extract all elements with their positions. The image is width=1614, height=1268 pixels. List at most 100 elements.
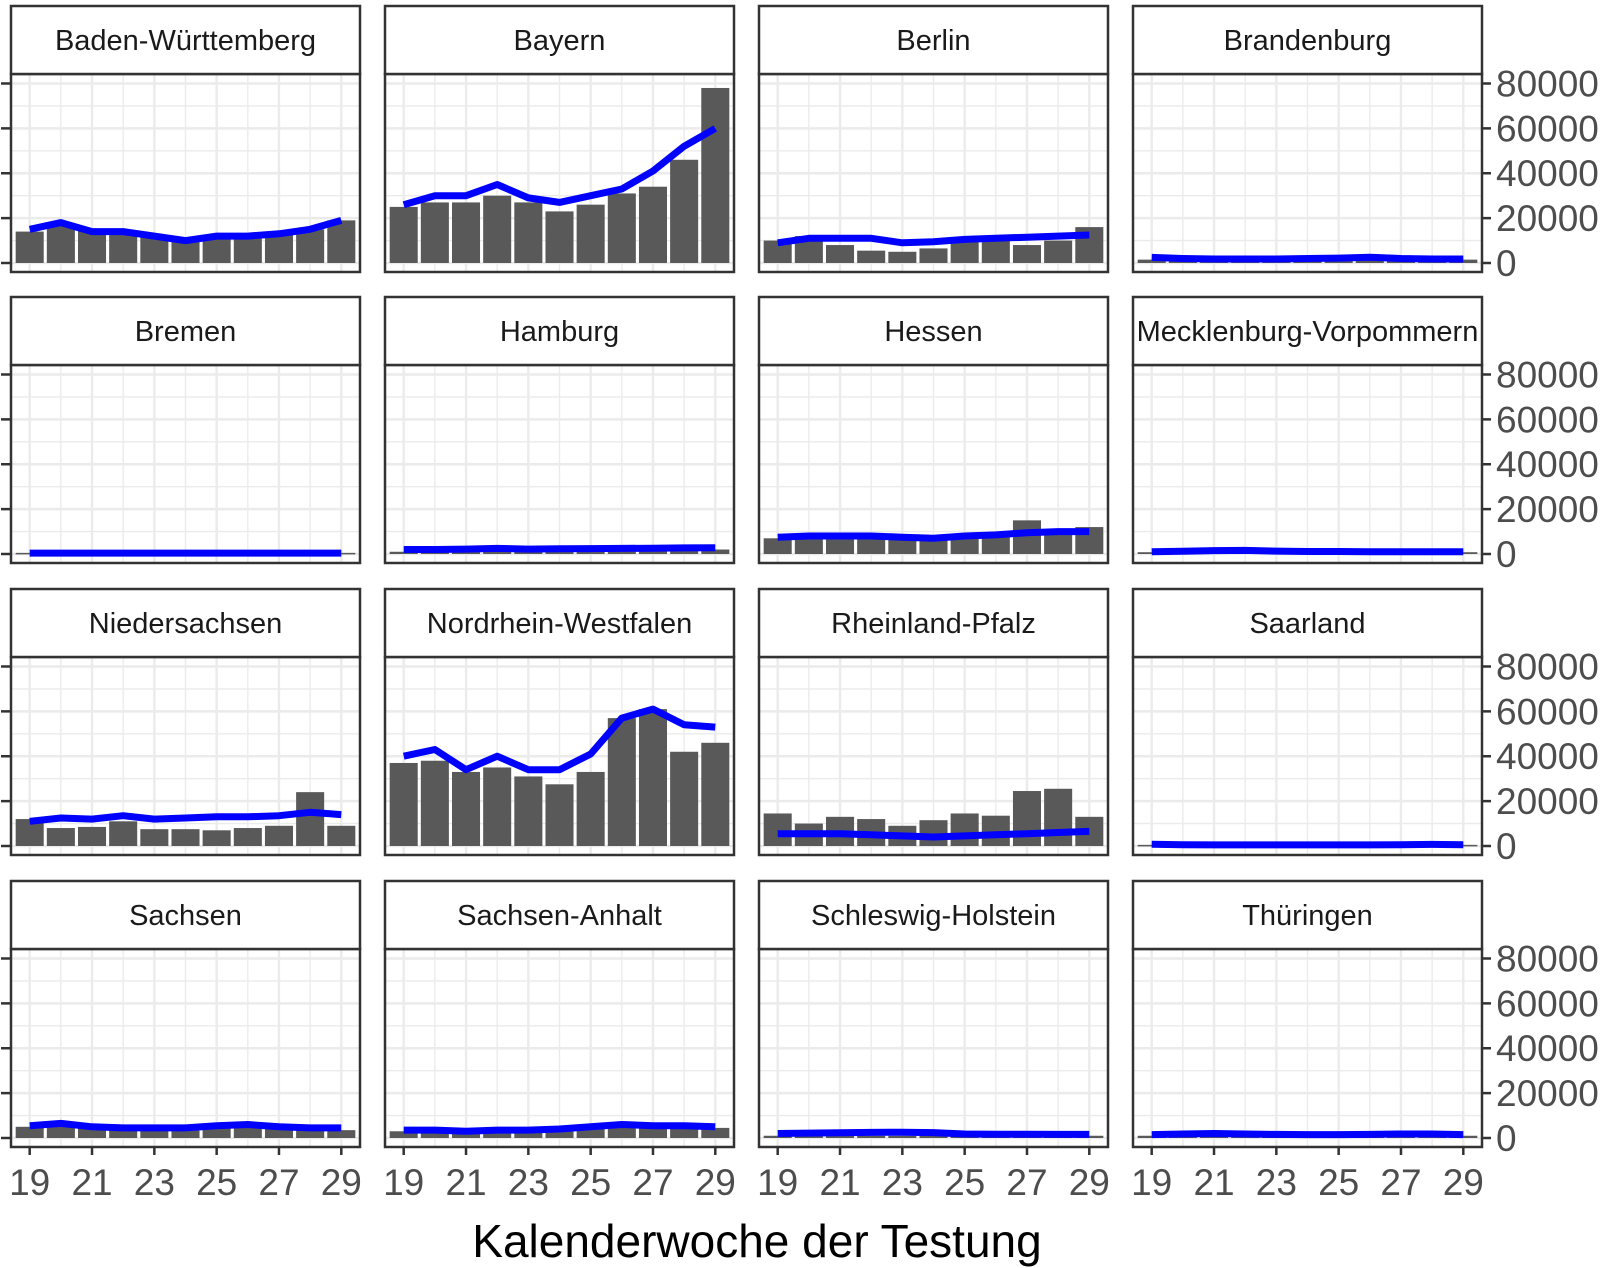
series-line: [1151, 253, 1464, 263]
facet-title: Niedersachsen: [89, 608, 282, 640]
bar: [825, 245, 855, 263]
bar: [763, 813, 792, 846]
bar: [825, 537, 855, 554]
facet-panel: Berlin: [757, 4, 1110, 274]
bar: [950, 813, 979, 846]
x-tick-label: 27: [1380, 1162, 1421, 1203]
bar: [950, 240, 979, 263]
y-tick-label: 80000: [1496, 938, 1599, 979]
facet-title: Brandenburg: [1224, 25, 1392, 57]
bar: [1044, 788, 1073, 846]
y-tick-label: 20000: [1496, 198, 1599, 239]
bar: [109, 821, 138, 846]
y-tick-label: 60000: [1496, 983, 1599, 1024]
y-tick-label: 0: [1496, 826, 1517, 867]
facet-title: Sachsen: [129, 900, 242, 932]
x-tick-label: 27: [1006, 1162, 1047, 1203]
series-line: [29, 1119, 342, 1132]
bar: [1137, 1135, 1166, 1138]
x-tick-label: 25: [944, 1162, 985, 1203]
bar: [981, 533, 1010, 554]
bar: [670, 159, 699, 263]
x-axis-title: Kalenderwoche der Testung: [472, 1215, 1041, 1267]
bar: [545, 211, 574, 263]
facet-strip: [757, 295, 1110, 367]
facet-strip: [9, 879, 362, 951]
x-tick-label: 23: [1256, 1162, 1297, 1203]
bar: [888, 537, 917, 554]
x-tick-label: 25: [1318, 1162, 1359, 1203]
bar: [576, 204, 605, 263]
bar: [638, 549, 668, 554]
y-tick-label: 60000: [1496, 691, 1599, 732]
facet-panel: Nordrhein-Westfalen: [383, 587, 736, 857]
bar: [451, 202, 481, 263]
facet-strip: [757, 4, 1110, 76]
bar: [233, 236, 262, 263]
facet-title: Nordrhein-Westfalen: [427, 608, 692, 640]
bar: [545, 550, 574, 554]
bar: [327, 1130, 356, 1138]
bar: [670, 751, 699, 846]
bar: [919, 539, 948, 554]
y-tick-label: 80000: [1496, 63, 1599, 104]
bar: [514, 1131, 543, 1138]
bar: [327, 552, 356, 555]
bar: [701, 549, 730, 554]
bar: [389, 206, 418, 263]
facet-panel: Baden-Württemberg: [1, 4, 362, 274]
y-tick-label: 80000: [1496, 354, 1599, 395]
facet-title: Mecklenburg-Vorpommern: [1137, 316, 1479, 348]
facet-panel: Sachsen 19 21 23 25 27 29: [1, 879, 362, 1203]
bar: [919, 1135, 948, 1138]
x-tick-label: 19: [383, 1162, 424, 1203]
bar: [46, 224, 75, 263]
series-line: [402, 705, 716, 774]
facet-title: Hamburg: [500, 316, 619, 348]
bar: [451, 771, 481, 846]
bar: [1355, 259, 1384, 263]
bar: [825, 1135, 855, 1138]
bar: [1449, 1135, 1478, 1138]
y-tick-label: 40000: [1496, 1028, 1599, 1069]
bar: [46, 828, 75, 846]
facet-panel: Thüringen 19 21 23 25 27 29 0200004000060000800…: [1131, 879, 1599, 1203]
bar: [296, 1127, 325, 1138]
facet-title: Schleswig-Holstein: [811, 900, 1056, 932]
bar: [638, 1127, 668, 1138]
bar: [1044, 531, 1073, 554]
bar: [857, 250, 886, 263]
bar: [670, 1129, 699, 1138]
series-line: [1151, 1130, 1464, 1139]
bar: [420, 1130, 449, 1138]
bar: [1137, 552, 1166, 554]
bar: [857, 1135, 886, 1138]
bar: [919, 248, 948, 263]
series-line: [402, 125, 718, 209]
bar: [888, 1135, 917, 1138]
series-line: [403, 1121, 716, 1135]
facet-panel: Mecklenburg-Vorpommern 020000400006000080…: [1131, 295, 1599, 575]
facet-title: Thüringen: [1242, 900, 1373, 932]
bar: [607, 1126, 636, 1138]
bar: [233, 828, 262, 846]
bar: [202, 830, 231, 846]
y-tick-label: 80000: [1496, 646, 1599, 687]
series-line: [28, 217, 343, 245]
bar: [638, 709, 668, 846]
facet-title: Saarland: [1249, 608, 1365, 640]
facet-strip: [9, 4, 362, 76]
facet-title: Hessen: [884, 316, 982, 348]
bar: [483, 195, 512, 263]
x-tick-label: 29: [321, 1162, 362, 1203]
bar: [15, 231, 44, 263]
bar: [1449, 552, 1478, 554]
facet-strip: [9, 295, 362, 367]
facet-strip: [757, 587, 1110, 659]
bar: [109, 1129, 138, 1138]
bar: [1449, 844, 1478, 847]
bar: [389, 1131, 418, 1138]
bar: [77, 826, 107, 846]
series-line: [777, 231, 1090, 247]
x-tick-label: 21: [1193, 1162, 1234, 1203]
